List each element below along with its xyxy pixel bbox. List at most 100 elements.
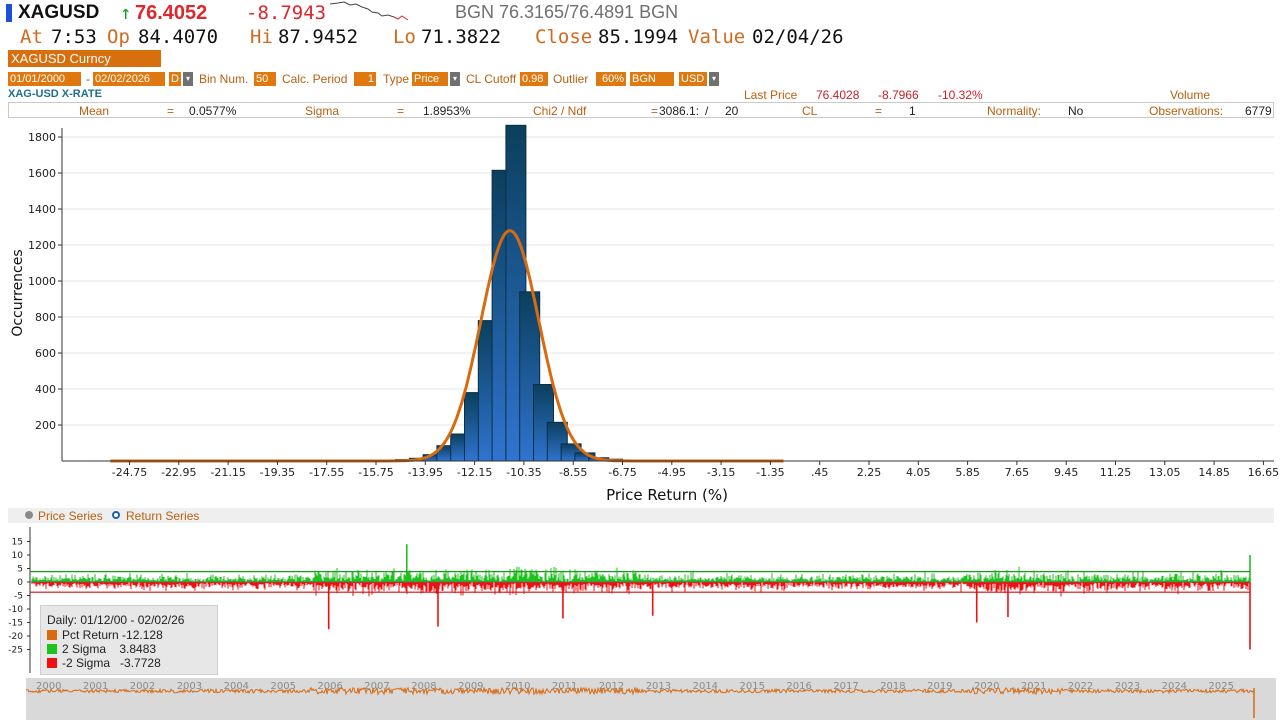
outlier-input[interactable]: 60% — [596, 72, 626, 86]
chi2-equals: = — [651, 104, 659, 118]
type-dropdown-icon[interactable]: ▾ — [450, 72, 460, 86]
y-tick-label: 1600 — [28, 167, 56, 180]
histogram-chart: 200 400 600 800 1000 1200 1400 1600 1800 -24.75 -… — [10, 124, 1279, 504]
ohlc-bar: At 7:53 Op 84.4070 Hi 87.9452 Lo 71.3822… — [0, 26, 1280, 50]
y-tick-label: 600 — [35, 347, 56, 360]
y-tick-label: -25 — [8, 646, 23, 656]
timeline-year-label: 2020 — [974, 681, 999, 692]
y-tick-label: 1400 — [28, 203, 56, 216]
high-value: 87.9452 — [278, 26, 359, 48]
ticker-marker — [6, 4, 12, 22]
x-tick-label: -15.75 — [358, 466, 393, 479]
security-field[interactable]: XAGUSD Curncy — [8, 50, 161, 67]
y-tick-label: 1800 — [28, 131, 56, 144]
legend-pct-return: Pct Return -12.128 — [47, 628, 163, 642]
timeline-year-label: 2011 — [552, 681, 577, 692]
timeline-year-label: 2008 — [411, 681, 436, 692]
observations-value: 6779 — [1245, 104, 1272, 118]
normal-fit-curve — [110, 229, 784, 463]
y-tick-label: -15 — [8, 619, 23, 629]
pct-return-swatch — [47, 630, 57, 640]
mean-value: 0.0577% — [189, 104, 237, 118]
timeline-year-label: 2021 — [1021, 681, 1046, 692]
low-label: Lo — [393, 26, 416, 48]
source-select[interactable]: BGN — [630, 72, 674, 86]
cl-label: CL — [802, 104, 818, 118]
currency-select[interactable]: USD — [679, 72, 707, 86]
timeline-year-label: 2001 — [83, 681, 108, 692]
at-time: 7:53 — [51, 26, 97, 48]
periodicity-select[interactable]: D — [169, 72, 181, 86]
x-tick-label: 2.25 — [857, 466, 882, 479]
start-date-input[interactable]: 01/01/2000 — [8, 72, 81, 86]
timeline-year-label: 2012 — [599, 681, 624, 692]
ticker[interactable]: XAGUSD — [18, 2, 100, 23]
ndf-value: 20 — [725, 104, 739, 118]
x-tick-label: 13.05 — [1149, 466, 1181, 479]
type-label: Type — [383, 72, 410, 86]
y-tick-label: 0 — [17, 578, 23, 588]
observations-label: Observations: — [1149, 104, 1224, 118]
timeline-navigator[interactable]: 2000 2001 2002 2003 2004 2005 2006 2007 2008 2009… — [26, 678, 1276, 720]
quote-bar: XAGUSD ↑ 76.4052 -8.7943 BGN 76.3165/76.… — [0, 0, 1280, 26]
legend-minus-sigma: -2 Sigma -3.7728 — [47, 656, 161, 670]
bin-num-input[interactable]: 50 — [254, 72, 276, 86]
x-tick-label: 5.85 — [955, 466, 980, 479]
return-series-radio-icon[interactable] — [112, 511, 120, 519]
x-tick-label: 4.05 — [906, 466, 931, 479]
y-tick-label: 1000 — [28, 275, 56, 288]
pct-return-value: -12.128 — [122, 628, 163, 642]
normality-value: No — [1068, 104, 1084, 118]
timeline-year-label: 2017 — [833, 681, 858, 692]
at-label: At — [20, 26, 43, 48]
outlier-label: Outlier — [553, 72, 589, 86]
timeline-return-line — [26, 686, 1255, 696]
x-tick-label: -12.15 — [457, 466, 492, 479]
cl-equals: = — [875, 104, 883, 118]
timeline-year-label: 2025 — [1209, 681, 1234, 692]
timeline-year-label: 2002 — [130, 681, 155, 692]
high-label: Hi — [250, 26, 273, 48]
plus-sigma-label: 2 Sigma — [62, 642, 107, 656]
x-tick-label: -13.95 — [408, 466, 443, 479]
open-value: 84.4070 — [138, 26, 219, 48]
x-tick-label: -22.95 — [161, 466, 196, 479]
x-tick-label: -10.35 — [506, 466, 541, 479]
cl-cutoff-label: CL Cutoff — [466, 72, 517, 86]
end-date-input[interactable]: 02/02/2026 — [93, 72, 165, 86]
normality-label: Normality: — [987, 104, 1042, 118]
value-date: 02/04/26 — [752, 26, 844, 48]
type-select[interactable]: Price — [412, 72, 448, 86]
x-tick-label: -6.75 — [608, 466, 636, 479]
return-series-tab[interactable]: Return Series — [126, 509, 200, 523]
date-range-dash: - — [86, 72, 90, 86]
y-tick-label: 5 — [17, 565, 23, 575]
last-price-label: Last Price — [744, 88, 798, 102]
timeline-year-label: 2014 — [693, 681, 718, 692]
timeline-year-label: 2023 — [1115, 681, 1140, 692]
y-tick-label: 400 — [35, 383, 56, 396]
x-tick-label: -21.15 — [210, 466, 245, 479]
y-tick-label: -5 — [14, 592, 23, 602]
value-label: Value — [688, 26, 746, 48]
y-tick-label: 800 — [35, 311, 56, 324]
cl-value: 1 — [909, 104, 916, 118]
return-legend: Daily: 01/12/00 - 02/02/26 Pct Return -1… — [40, 605, 218, 675]
last-price: 76.4052 — [135, 2, 208, 24]
settings-toolbar: 01/01/2000 - 02/02/2026 D ▾ Bin Num. 50 … — [0, 71, 1280, 89]
plus-sigma-swatch — [47, 644, 57, 654]
timeline-year-label: 2015 — [740, 681, 765, 692]
periodicity-dropdown-icon[interactable]: ▾ — [183, 72, 193, 86]
timeline-year-label: 2000 — [36, 681, 61, 692]
y-tick-label: 200 — [35, 419, 56, 432]
timeline-year-label: 2010 — [505, 681, 530, 692]
calc-period-input[interactable]: 1 — [354, 72, 376, 86]
currency-dropdown-icon[interactable]: ▾ — [709, 72, 719, 86]
cl-cutoff-input[interactable]: 0.98 — [520, 72, 548, 86]
price-series-tab[interactable]: Price Series — [38, 509, 103, 523]
x-tick-label: -24.75 — [112, 466, 147, 479]
close-value: 85.1994 — [598, 26, 679, 48]
legend-header: Daily: 01/12/00 - 02/02/26 — [47, 613, 185, 627]
price-series-radio-icon[interactable] — [25, 511, 33, 519]
timeline-year-label: 2016 — [786, 681, 811, 692]
